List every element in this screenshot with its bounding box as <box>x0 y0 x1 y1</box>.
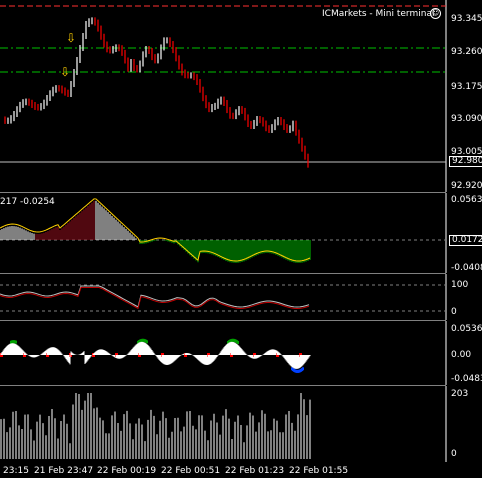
osc-peak-marker <box>15 340 17 344</box>
osc-peak-marker <box>302 367 304 371</box>
osc-peak-marker <box>237 340 239 344</box>
price-axis-label: 93.090 <box>451 114 482 124</box>
volume-axis-label: 0 <box>451 449 457 459</box>
pane-separator[interactable] <box>0 192 446 193</box>
macd-label: 217 -0.0254 <box>0 197 55 207</box>
rsi-line <box>0 285 310 308</box>
current-price-badge: 92.980 <box>449 156 482 167</box>
rsi-signal-line <box>0 287 310 310</box>
osc-axis-label: 0.0536 <box>451 324 482 334</box>
price-axis-label: 93.345 <box>451 14 482 24</box>
rsi-axis-label: 0 <box>451 307 457 317</box>
macd-signal-line <box>0 198 311 262</box>
rsi-axis-label: 100 <box>451 280 469 290</box>
window-title: ICMarkets - Mini terminal <box>322 9 435 19</box>
oscillator-pane[interactable] <box>0 321 482 385</box>
osc-axis-label: 0.00 <box>451 350 472 360</box>
time-axis-label: 22 Feb 01:55 <box>289 466 349 476</box>
price-axis-label: 93.175 <box>451 82 482 92</box>
time-axis-label: 22 Feb 01:23 <box>225 466 285 476</box>
pane-separator[interactable] <box>0 385 446 386</box>
macd-value-badge: 0.0172 <box>449 235 482 246</box>
time-axis-label: 22 Feb 00:51 <box>161 466 221 476</box>
time-axis-label: 23:15 <box>3 466 29 476</box>
osc-axis-label: -0.0483 <box>451 374 482 384</box>
time-axis-label: 21 Feb 23:47 <box>34 466 94 476</box>
smile-icon: ☺ <box>430 8 441 19</box>
price-axis-label: 93.005 <box>451 147 482 157</box>
osc-peak-marker <box>146 340 148 344</box>
time-axis-label: 22 Feb 00:19 <box>97 466 157 476</box>
price-axis-label: 93.260 <box>451 47 482 57</box>
rsi-pane[interactable] <box>0 274 482 320</box>
macd-pane[interactable] <box>0 193 482 273</box>
pane-separator[interactable] <box>0 273 446 274</box>
up-arrow-icon: ⇩ <box>60 65 70 79</box>
volume-axis-label: 203 <box>451 389 469 399</box>
macd-axis-label: -0.0408 <box>451 263 482 273</box>
down-arrow-icon: ⇩ <box>66 31 76 45</box>
volume-pane[interactable] <box>0 386 482 462</box>
price-chart[interactable]: ⇩⇩ <box>0 0 482 192</box>
pane-separator[interactable] <box>0 320 446 321</box>
price-axis-label: 92.920 <box>451 181 482 191</box>
macd-axis-label: 0.0563 <box>451 195 482 205</box>
